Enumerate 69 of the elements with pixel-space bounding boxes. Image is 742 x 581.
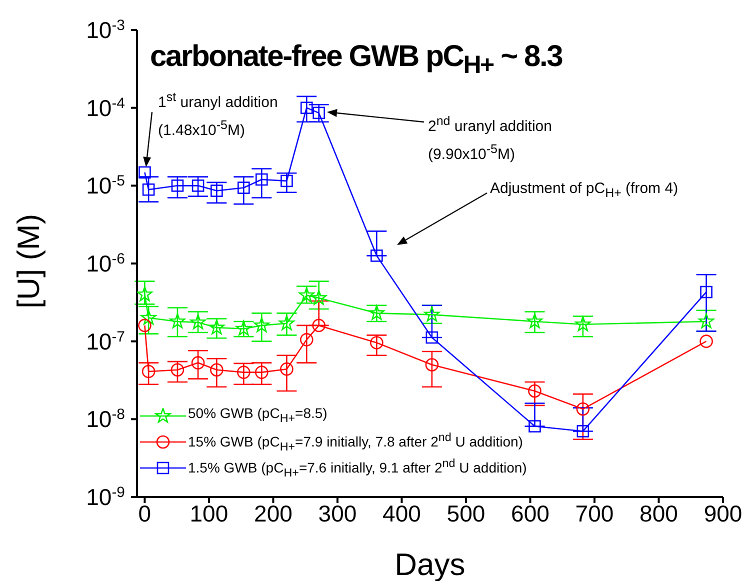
x-tick-label: 300 bbox=[318, 500, 357, 526]
point bbox=[300, 102, 313, 114]
point bbox=[170, 313, 186, 328]
point bbox=[370, 336, 384, 350]
legend-label: 50% GWB (pC$_{H+}$=8.5) bbox=[188, 404, 328, 427]
point bbox=[171, 180, 184, 192]
x-tick-label: 900 bbox=[704, 500, 742, 526]
y-tick-label: 10$^{-7}$ bbox=[86, 328, 125, 354]
point bbox=[170, 363, 184, 377]
y-tick-label: 10$^{-9}$ bbox=[86, 484, 125, 510]
point bbox=[210, 363, 224, 377]
y-tick-label: 10$^{-4}$ bbox=[86, 94, 125, 121]
point bbox=[138, 318, 152, 332]
point bbox=[142, 183, 155, 196]
legend-label: 1.5% GWB (pC$_{H+}$=7.6 initially, 9.1 after 2$^{nd}$ U addition) bbox=[188, 456, 527, 480]
point bbox=[255, 366, 268, 379]
point bbox=[575, 316, 591, 332]
y-axis-title: [U] (M) bbox=[11, 214, 46, 308]
x-tick-label: 600 bbox=[511, 500, 550, 526]
x-tick-label: 0 bbox=[138, 500, 152, 526]
point bbox=[576, 425, 590, 438]
point bbox=[425, 358, 439, 372]
point bbox=[312, 106, 325, 120]
point bbox=[210, 184, 223, 197]
point bbox=[698, 313, 714, 328]
x-tick-label: 500 bbox=[446, 500, 486, 526]
point bbox=[280, 174, 293, 188]
point bbox=[526, 313, 543, 328]
y-tick-label: 10$^{-3}$ bbox=[86, 16, 125, 43]
x-tick-label: 200 bbox=[254, 500, 292, 526]
y-tick-label: 10$^{-6}$ bbox=[86, 250, 125, 276]
point bbox=[298, 287, 314, 302]
annotation: Adjustment of pC$_{H+}$ (from 4) bbox=[490, 179, 680, 202]
x-tick-label: 400 bbox=[382, 500, 421, 526]
point bbox=[700, 334, 713, 348]
point bbox=[236, 320, 252, 336]
point bbox=[576, 402, 590, 416]
point bbox=[138, 166, 151, 179]
point bbox=[140, 310, 156, 325]
point bbox=[190, 314, 206, 330]
y-tick-label: 10$^{-8}$ bbox=[86, 406, 125, 432]
point bbox=[142, 364, 156, 378]
point bbox=[528, 384, 542, 398]
x-tick-label: 700 bbox=[575, 500, 614, 526]
point bbox=[528, 420, 541, 432]
point bbox=[370, 250, 383, 262]
x-tick-label: 800 bbox=[640, 500, 678, 526]
point bbox=[368, 305, 384, 320]
annotation: 2$^{nd}$ uranyl addition (9.90x10$^{-5}$M) bbox=[428, 113, 553, 165]
point bbox=[426, 331, 438, 344]
point bbox=[254, 317, 270, 332]
point bbox=[312, 318, 326, 332]
x-tick-label: 100 bbox=[190, 500, 228, 526]
point bbox=[237, 366, 250, 379]
point bbox=[311, 290, 327, 305]
point bbox=[700, 286, 712, 298]
point bbox=[300, 333, 314, 346]
legend-label: 15% GWB (pC$_{H+}$=7.9 initially, 7.8 after 2$^{nd}$ U addition) bbox=[188, 430, 523, 454]
point bbox=[238, 182, 250, 194]
chart-title: carbonate-free GWB pC$_{H+}$ ~ 8.3 bbox=[150, 40, 562, 80]
point bbox=[208, 319, 224, 334]
point bbox=[191, 356, 205, 370]
point bbox=[192, 180, 204, 192]
y-tick-label: 10$^{-5}$ bbox=[86, 172, 125, 199]
point bbox=[256, 173, 268, 186]
point bbox=[280, 362, 294, 376]
point bbox=[137, 286, 152, 302]
point bbox=[278, 315, 294, 330]
annotation: 1$^{st}$ uranyl addition (1.48x10$^{-5}$M) bbox=[158, 89, 279, 141]
